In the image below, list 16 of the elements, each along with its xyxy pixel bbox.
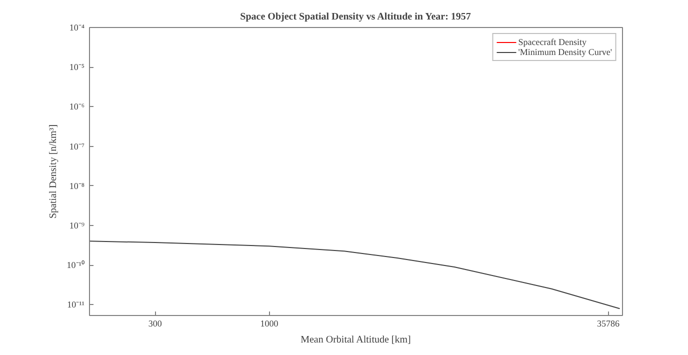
y-tick-label: 10⁻⁹	[69, 220, 85, 230]
x-axis-title: Mean Orbital Altitude [km]	[300, 334, 411, 346]
y-tick-label: 10⁻⁴	[69, 22, 85, 32]
y-tick-label: 10⁻¹⁰	[66, 260, 85, 270]
y-tick-label: 10⁻¹¹	[67, 300, 85, 310]
y-tick-label: 10⁻⁸	[69, 180, 85, 191]
y-tick-label: 10⁻⁵	[69, 62, 85, 72]
y-tick-label: 10⁻⁷	[69, 141, 85, 152]
x-tick-label: 300	[148, 318, 162, 328]
y-tick-label: 10⁻⁶	[69, 102, 85, 112]
chart-title: Space Object Spatial Density vs Altitude in Year: 1957	[240, 12, 471, 22]
x-tick-label: 1000	[260, 318, 279, 328]
x-tick-label: 35786	[596, 318, 620, 328]
legend-label: 'Minimum Density Curve'	[518, 47, 612, 57]
legend-label: Spacecraft Density	[518, 37, 586, 47]
y-axis-title: Spatial Density [n/km³]	[48, 124, 59, 219]
